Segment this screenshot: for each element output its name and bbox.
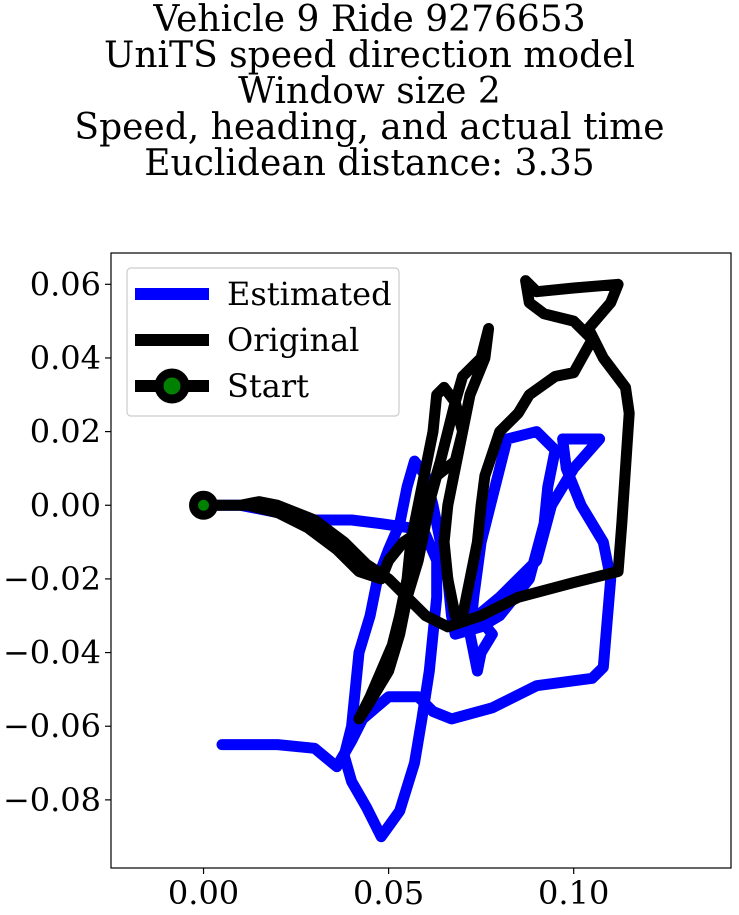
legend-start-marker <box>159 373 185 399</box>
x-tick-label: 0.05 <box>353 874 424 912</box>
y-tick-label: −0.06 <box>3 707 101 745</box>
legend-label-original: Original <box>227 321 359 359</box>
start-marker <box>194 495 214 515</box>
x-tick-label: 0.10 <box>538 874 609 912</box>
legend-label-estimated: Estimated <box>227 275 392 313</box>
y-tick-label: −0.08 <box>3 781 101 819</box>
y-tick-label: −0.02 <box>3 560 101 598</box>
y-tick-label: 0.00 <box>30 486 101 524</box>
series-line-estimated <box>204 432 611 837</box>
y-tick-label: 0.02 <box>30 413 101 451</box>
legend: Estimated Original Start <box>127 268 399 416</box>
y-tick-label: 0.04 <box>30 339 101 377</box>
y-tick-label: −0.04 <box>3 634 101 672</box>
y-tick-label: 0.06 <box>30 265 101 303</box>
x-tick-label: 0.00 <box>168 874 239 912</box>
legend-label-start: Start <box>227 367 309 405</box>
